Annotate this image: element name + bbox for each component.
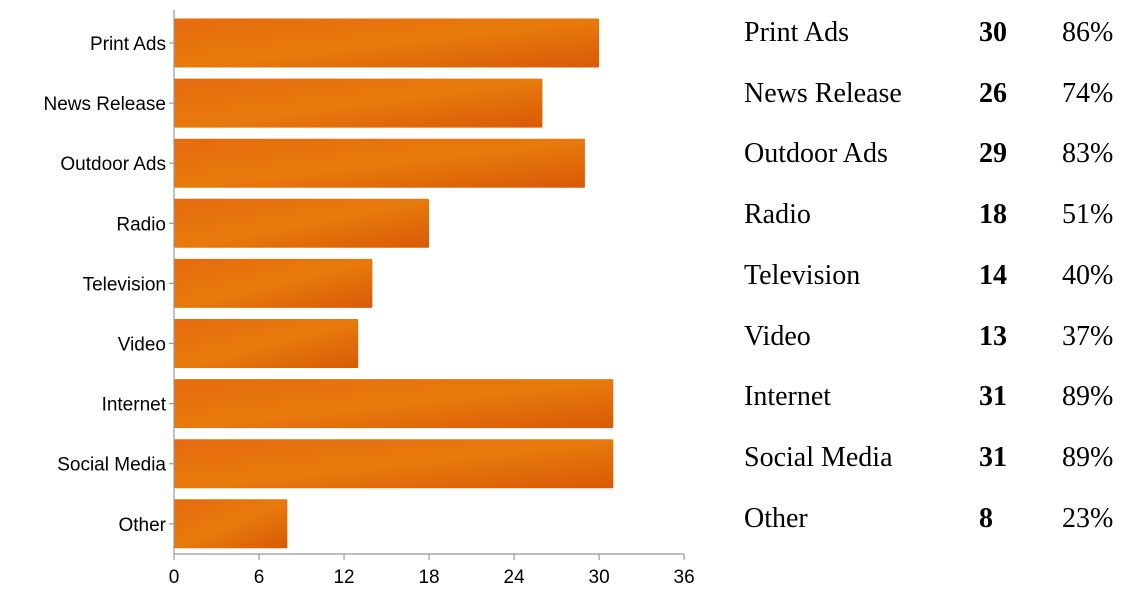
- bar-video: [174, 319, 359, 368]
- bar-print-ads: [174, 18, 600, 68]
- table-row: Radio 18 51%: [744, 197, 1140, 233]
- row-percent: 89%: [1062, 441, 1114, 473]
- category-label: Social Media: [57, 455, 166, 476]
- row-percent: 74%: [1062, 77, 1114, 109]
- row-label: Print Ads: [744, 17, 850, 48]
- row-percent: 23%: [1062, 502, 1114, 534]
- row-count: 14: [979, 259, 1007, 291]
- category-label: News Release: [44, 94, 167, 115]
- row-percent: 89%: [1062, 381, 1114, 413]
- bar-social-media: [174, 439, 614, 489]
- bar-radio: [174, 198, 430, 248]
- table-row: Print Ads 30 86%: [744, 15, 1140, 51]
- category-label: Internet: [102, 395, 167, 416]
- row-percent: 37%: [1062, 320, 1114, 352]
- table-row: Television 14 40%: [744, 258, 1140, 294]
- table-row: News Release 26 74%: [744, 76, 1140, 112]
- row-label: Video: [744, 320, 811, 352]
- row-count: 31: [979, 381, 1007, 413]
- bar-news-release: [174, 78, 543, 128]
- category-label: Other: [118, 515, 166, 536]
- category-label: Video: [118, 335, 166, 356]
- x-tick-label: 36: [674, 567, 695, 588]
- row-label: Outdoor Ads: [744, 138, 888, 170]
- row-percent: 86%: [1062, 17, 1114, 48]
- x-tick-label: 24: [504, 567, 526, 588]
- bar-chart: Print Ads News Release Outdoor Ads Radio Tel…: [44, 10, 695, 588]
- x-tick-label: 18: [418, 567, 439, 588]
- row-count: 8: [979, 502, 993, 534]
- category-label: Television: [83, 274, 166, 295]
- row-count: 18: [979, 199, 1007, 231]
- category-label: Radio: [116, 214, 166, 235]
- table-row: Other 8 23%: [744, 501, 1140, 537]
- row-percent: 83%: [1062, 138, 1114, 170]
- row-label: Other: [744, 502, 808, 534]
- row-count: 13: [979, 320, 1007, 352]
- x-tick-label: 12: [333, 567, 354, 588]
- table-row: Outdoor Ads 29 83%: [744, 136, 1140, 172]
- row-label: Social Media: [744, 441, 893, 473]
- row-count: 26: [979, 77, 1007, 109]
- bar-outdoor-ads: [174, 138, 585, 188]
- row-count: 29: [979, 138, 1007, 170]
- category-label: Outdoor Ads: [60, 154, 166, 175]
- category-label: Print Ads: [90, 34, 166, 55]
- bar-television: [174, 258, 373, 308]
- bar-other: [174, 499, 288, 549]
- table-row: Social Media 31 89%: [744, 440, 1140, 476]
- x-tick-label: 6: [254, 567, 265, 588]
- table-row: Video 13 37%: [744, 319, 1140, 355]
- x-tick-label: 30: [589, 567, 610, 588]
- row-percent: 51%: [1062, 199, 1114, 231]
- bar-internet: [174, 379, 614, 429]
- row-count: 31: [979, 441, 1007, 473]
- row-count: 30: [979, 17, 1007, 48]
- summary-table: Print Ads 30 86% News Release 26 74% Outdoor A…: [744, 0, 1140, 589]
- row-label: Internet: [744, 381, 832, 413]
- x-tick-label: 0: [169, 567, 180, 588]
- row-label: Television: [744, 259, 861, 291]
- table-row: Internet 31 89%: [744, 379, 1140, 415]
- row-label: News Release: [744, 77, 902, 109]
- row-percent: 40%: [1062, 259, 1114, 291]
- row-label: Radio: [744, 199, 811, 231]
